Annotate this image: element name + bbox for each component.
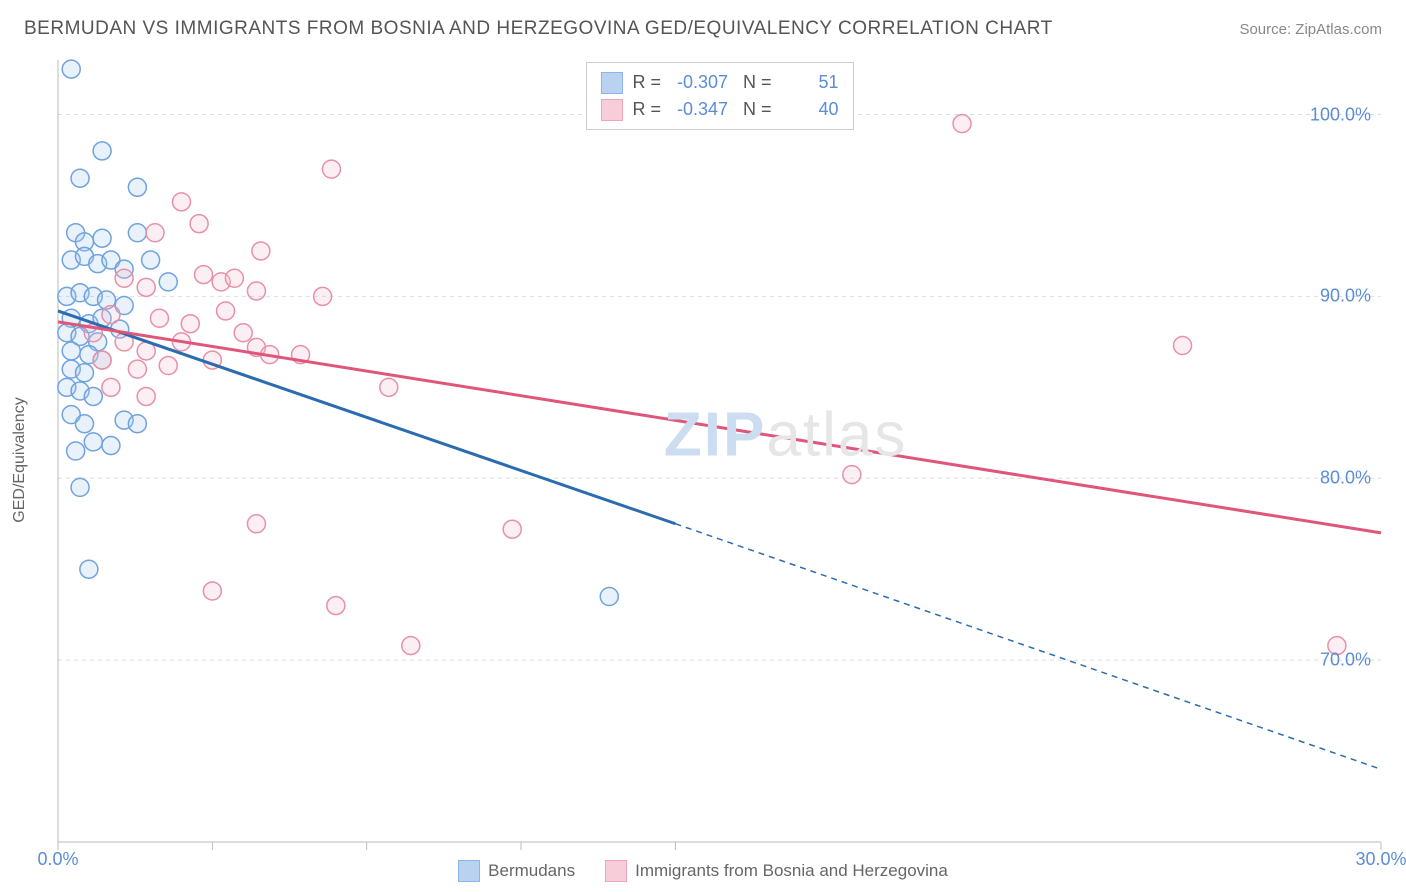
plot-area: ZIPatlas R = -0.307 N = 51R = -0.347 N =…	[58, 60, 1381, 842]
chart-header: BERMUDAN VS IMMIGRANTS FROM BOSNIA AND H…	[0, 0, 1406, 48]
legend-label: Immigrants from Bosnia and Herzegovina	[635, 861, 948, 881]
legend-label: Bermudans	[488, 861, 575, 881]
correlation-stats-box: R = -0.307 N = 51R = -0.347 N = 40	[585, 62, 853, 130]
legend-item: Bermudans	[458, 860, 575, 882]
legend-bottom: Bermudans Immigrants from Bosnia and Herz…	[0, 860, 1406, 882]
y-tick-label: 100.0%	[1310, 104, 1371, 125]
legend-swatch	[605, 860, 627, 882]
y-tick-label: 80.0%	[1320, 468, 1371, 489]
y-axis-label: GED/Equivalency	[11, 397, 29, 522]
stats-row: R = -0.347 N = 40	[600, 96, 838, 123]
legend-swatch	[458, 860, 480, 882]
y-tick-label: 90.0%	[1320, 286, 1371, 307]
stats-row: R = -0.307 N = 51	[600, 69, 838, 96]
legend-item: Immigrants from Bosnia and Herzegovina	[605, 860, 948, 882]
source-label: Source: ZipAtlas.com	[1239, 21, 1382, 38]
series-swatch	[600, 72, 622, 94]
y-tick-label: 70.0%	[1320, 650, 1371, 671]
chart-title: BERMUDAN VS IMMIGRANTS FROM BOSNIA AND H…	[24, 18, 1053, 40]
scatter-chart	[58, 60, 1381, 842]
series-swatch	[600, 99, 622, 121]
chart-container: GED/Equivalency ZIPatlas R = -0.307 N = …	[50, 60, 1381, 842]
